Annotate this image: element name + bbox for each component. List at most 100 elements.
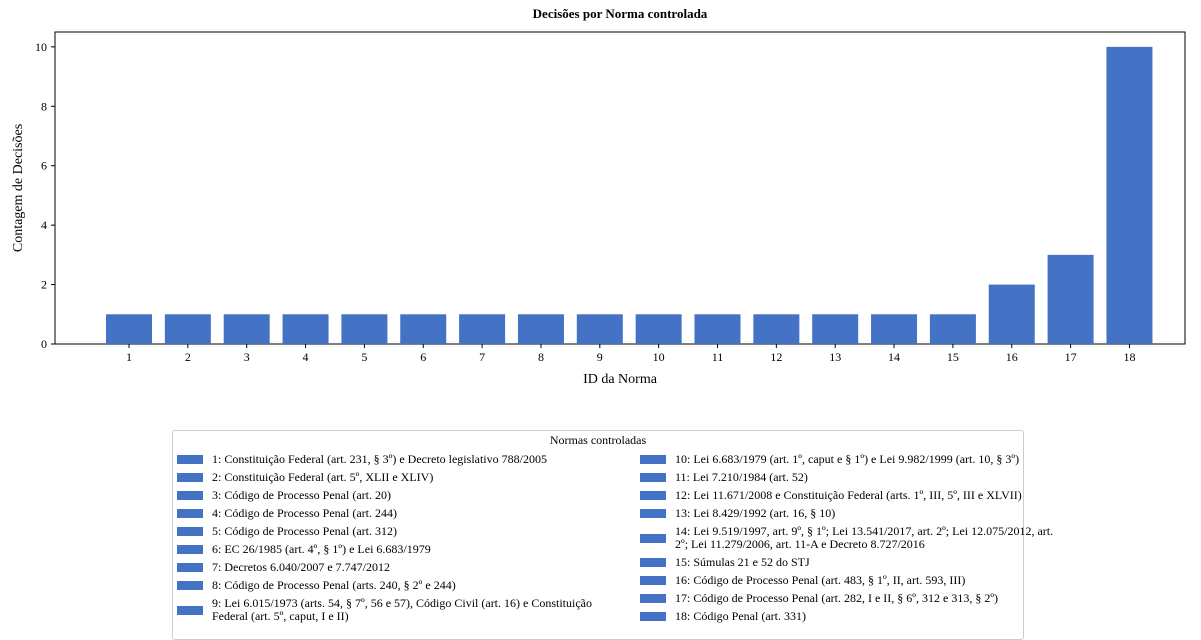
legend-swatch — [177, 455, 203, 464]
legend-swatch — [640, 558, 666, 567]
legend-entry: 16: Código de Processo Penal (art. 483, … — [640, 574, 1060, 587]
bar — [1047, 254, 1094, 344]
x-tick-label: 3 — [244, 350, 250, 364]
legend-label: 8: Código de Processo Penal (arts. 240, … — [212, 578, 456, 592]
x-tick-label: 7 — [479, 350, 485, 364]
legend-label: 15: Súmulas 21 e 52 do STJ — [675, 555, 810, 569]
legend-swatch — [177, 473, 203, 482]
legend-label: 2: Constituição Federal (art. 5º, XLII e… — [212, 470, 434, 484]
legend-label: 1: Constituição Federal (art. 231, § 3º)… — [212, 452, 547, 466]
legend-entry: 5: Código de Processo Penal (art. 312) — [177, 525, 597, 538]
x-tick-label: 16 — [1006, 350, 1018, 364]
legend-entry: 8: Código de Processo Penal (arts. 240, … — [177, 579, 597, 592]
x-tick-label: 17 — [1065, 350, 1077, 364]
legend-label: 7: Decretos 6.040/2007 e 7.747/2012 — [212, 560, 390, 574]
y-tick-label: 4 — [41, 218, 47, 232]
legend-label: 12: Lei 11.671/2008 e Constituição Feder… — [675, 488, 1022, 502]
chart-title: Decisões por Norma controlada — [533, 6, 708, 21]
bar — [871, 314, 918, 344]
legend-swatch — [177, 545, 203, 554]
legend-label: 17: Código de Processo Penal (art. 282, … — [675, 591, 999, 605]
bar — [1106, 46, 1153, 344]
legend-entry: 7: Decretos 6.040/2007 e 7.747/2012 — [177, 561, 597, 574]
legend-entry: 3: Código de Processo Penal (art. 20) — [177, 489, 597, 502]
bar — [517, 314, 564, 344]
x-tick-label: 1 — [126, 350, 132, 364]
bar — [694, 314, 741, 344]
legend-swatch — [640, 533, 666, 543]
legend-title: Normas controladas — [549, 433, 647, 447]
legend-entry: 17: Código de Processo Penal (art. 282, … — [640, 592, 1060, 605]
legend-entry: 10: Lei 6.683/1979 (art. 1º, caput e § 1… — [640, 453, 1060, 466]
legend-swatch — [640, 594, 666, 603]
legend-swatch — [177, 605, 203, 615]
legend-entry: 18: Código Penal (art. 331) — [640, 610, 1060, 623]
bar — [812, 314, 859, 344]
x-tick-label: 6 — [420, 350, 426, 364]
legend-swatch — [640, 473, 666, 482]
legend-label: 18: Código Penal (art. 331) — [675, 609, 806, 623]
bar — [106, 314, 152, 344]
legend-entry: 13: Lei 8.429/1992 (art. 16, § 10) — [640, 507, 1060, 520]
legend-label: 13: Lei 8.429/1992 (art. 16, § 10) — [675, 506, 836, 520]
bar — [282, 314, 329, 344]
bar — [400, 314, 447, 344]
y-axis-label: Contagem de Decisões — [11, 124, 26, 252]
x-tick-label: 18 — [1123, 350, 1135, 364]
legend-swatch — [640, 612, 666, 621]
legend-swatch — [177, 527, 203, 536]
y-tick-label: 0 — [41, 337, 47, 351]
x-tick-label: 4 — [303, 350, 309, 364]
legend-swatch — [177, 509, 203, 518]
legend-entry: 14: Lei 9.519/1997, art. 9º, § 1º; Lei 1… — [640, 525, 1060, 551]
legend-entry: 9: Lei 6.015/1973 (arts. 54, § 7º, 56 e … — [177, 597, 597, 623]
legend-column: 1: Constituição Federal (art. 231, § 3º)… — [177, 453, 597, 628]
legend-label: 14: Lei 9.519/1997, art. 9º, § 1º; Lei 1… — [675, 524, 1054, 551]
x-tick-label: 15 — [947, 350, 959, 364]
y-tick-label: 6 — [41, 159, 47, 173]
legend-entry: 1: Constituição Federal (art. 231, § 3º)… — [177, 453, 597, 466]
bar — [459, 314, 506, 344]
legend-label: 10: Lei 6.683/1979 (art. 1º, caput e § 1… — [675, 452, 1020, 466]
legend-entry: 11: Lei 7.210/1984 (art. 52) — [640, 471, 1060, 484]
legend-swatch — [640, 455, 666, 464]
legend-label: 16: Código de Processo Penal (art. 483, … — [675, 573, 966, 587]
y-tick-label: 10 — [35, 40, 47, 54]
legend-swatch — [177, 581, 203, 590]
bar — [988, 284, 1035, 344]
legend-entry: 4: Código de Processo Penal (art. 244) — [177, 507, 597, 520]
legend-column: 10: Lei 6.683/1979 (art. 1º, caput e § 1… — [640, 453, 1060, 628]
legend-entry: 15: Súmulas 21 e 52 do STJ — [640, 556, 1060, 569]
chart: Decisões por Norma controlada ID da Norm… — [11, 6, 1186, 387]
legend-entry: 6: EC 26/1985 (art. 4º, § 1º) e Lei 6.68… — [177, 543, 597, 556]
y-tick-label: 8 — [41, 99, 47, 113]
bar — [576, 314, 623, 344]
bar — [164, 314, 211, 344]
x-tick-label: 13 — [829, 350, 841, 364]
x-tick-label: 9 — [597, 350, 603, 364]
x-tick-label: 2 — [185, 350, 191, 364]
legend-label: 4: Código de Processo Penal (art. 244) — [212, 506, 397, 520]
legend-label: 11: Lei 7.210/1984 (art. 52) — [675, 470, 808, 484]
y-tick-label: 2 — [41, 278, 47, 292]
legend-swatch — [640, 491, 666, 500]
legend-label: 3: Código de Processo Penal (art. 20) — [212, 488, 391, 502]
legend-label: 9: Lei 6.015/1973 (arts. 54, § 7º, 56 e … — [212, 596, 593, 623]
legend-entry: 2: Constituição Federal (art. 5º, XLII e… — [177, 471, 597, 484]
bar — [223, 314, 270, 344]
bar — [753, 314, 800, 344]
legend-swatch — [177, 491, 203, 500]
legend-entry: 12: Lei 11.671/2008 e Constituição Feder… — [640, 489, 1060, 502]
x-axis-label: ID da Norma — [583, 372, 658, 387]
legend-label: 5: Código de Processo Penal (art. 312) — [212, 524, 397, 538]
bar — [341, 314, 388, 344]
legend: Normas controladas 1: Constituição Feder… — [172, 430, 1053, 640]
x-tick-label: 12 — [770, 350, 782, 364]
legend-label: 6: EC 26/1985 (art. 4º, § 1º) e Lei 6.68… — [212, 542, 431, 556]
x-tick-label: 11 — [712, 350, 724, 364]
bar — [929, 314, 976, 344]
x-tick-label: 14 — [888, 350, 900, 364]
x-tick-label: 10 — [653, 350, 665, 364]
legend-swatch — [640, 509, 666, 518]
